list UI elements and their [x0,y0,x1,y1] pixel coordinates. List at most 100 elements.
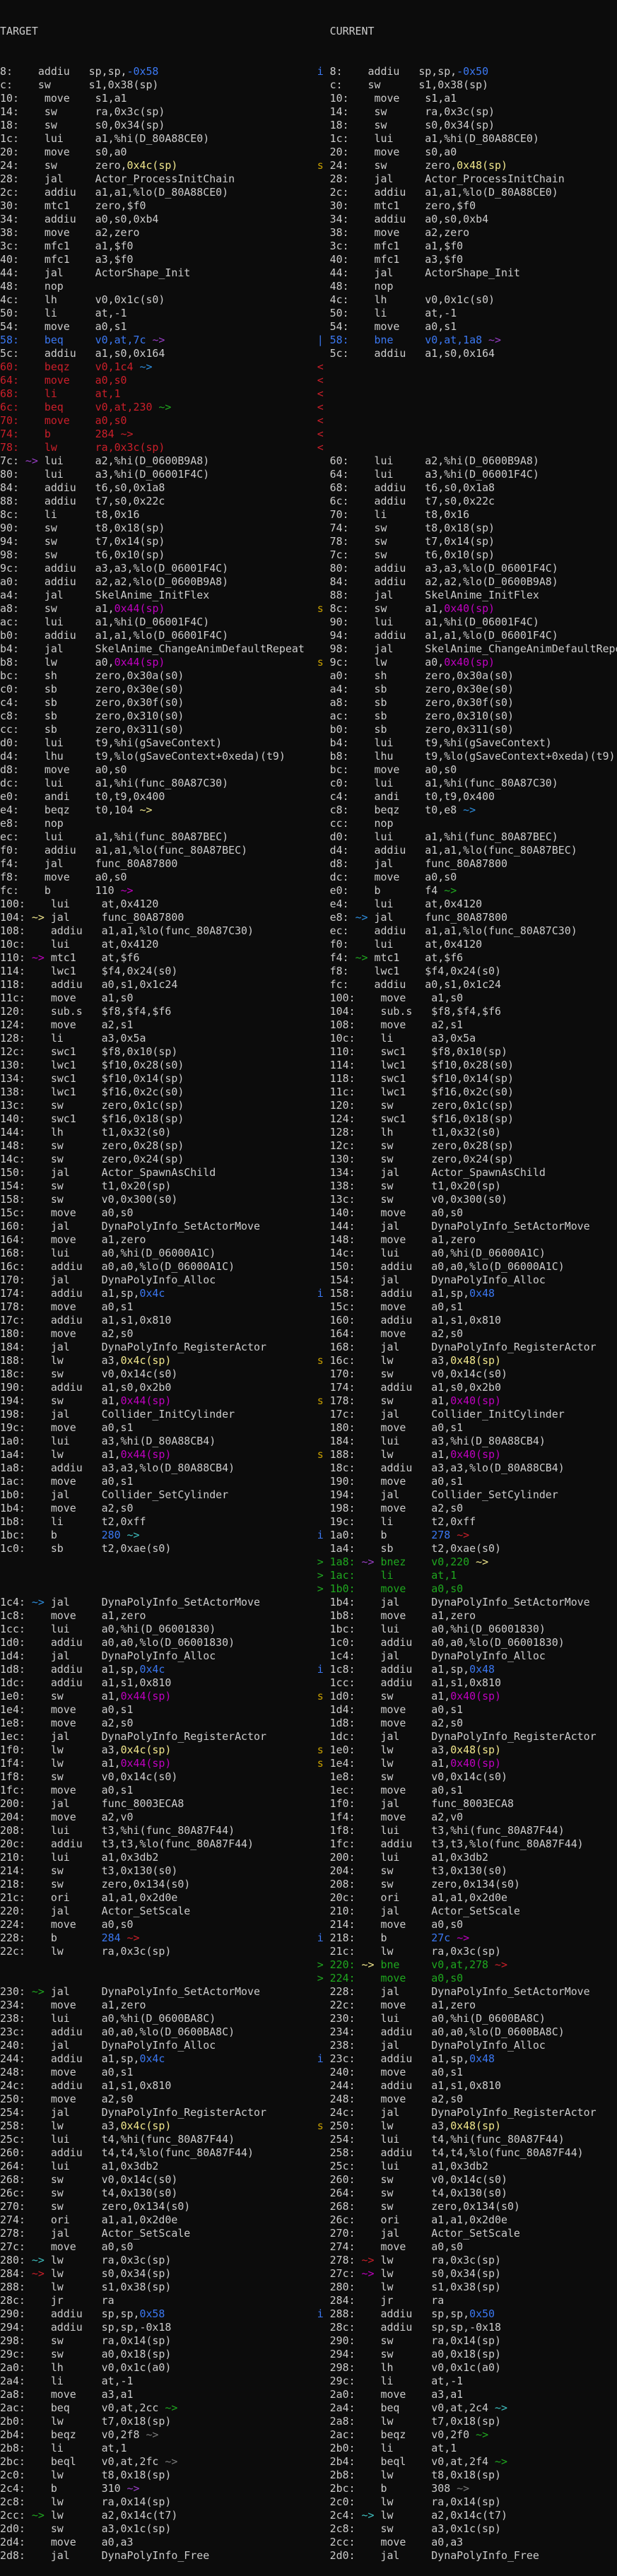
gap [25,172,38,185]
current-line: 200: lui a1,0x3db2 [330,1851,488,1864]
gap [374,2522,380,2535]
address: 18c: [0,1368,25,1380]
gap [362,1972,375,1984]
branch-target-arrow-icon: ~> [31,2254,45,2266]
gap [32,2200,45,2213]
gap [38,629,45,642]
address: 144: [0,1126,25,1139]
address: dc: [0,777,19,789]
diff-row: 1d4: jal DynaPolyInfo_Alloc 1c4: jal Dyn… [0,1649,617,1663]
address: 2b8: [0,2442,25,2454]
mnemonic: lui [44,454,95,467]
diff-row: 270: sw zero,0x134(s0) 268: sw zero,0x13… [0,2200,617,2213]
operands: t7,0x14(sp) [95,535,165,548]
gap [25,92,38,105]
gap [25,1381,32,1394]
target-line: 14c: sw zero,0x24(sp) [0,1153,317,1166]
gap [25,951,32,964]
gap [38,105,45,118]
gap [25,696,38,709]
diff-marker [317,1166,330,1180]
gap [355,2509,362,2522]
target-line: a4: jal SkelAnime_InitFlex [0,589,317,602]
mnemonic: move [380,1327,432,1340]
current-line: 134: jal Actor_SpawnAsChild [330,1166,546,1180]
operands: a1,%hi(D_80A88CE0) [425,132,539,145]
mnemonic: ori [380,1891,432,1904]
target-line: 4c: lh v0,0x1c(s0) [0,293,317,307]
operands: a0,a3 [431,2536,464,2548]
operand-diff: -0x50 [457,65,489,78]
gap [32,2079,45,2092]
address: 88: [0,495,19,507]
gap [45,2428,51,2441]
current-line: 26c: ori a1,a1,0x2d0e [330,2213,507,2227]
gap [25,1421,32,1434]
gap [32,1502,45,1515]
address: d4: [0,750,19,763]
gap [45,1676,51,1689]
diff-marker: > [317,1569,330,1582]
gap [355,1811,362,1823]
diff-marker [317,2375,330,2388]
mnemonic: lui [374,938,425,951]
mnemonic: move [380,1421,432,1434]
target-line: 2d8: jal DynaPolyInfo_Free [0,2549,317,2563]
operands: Actor_ProcessInitChain [425,172,565,185]
mnemonic: sw [44,548,95,561]
gap [32,1905,45,1917]
mnemonic: b [50,1931,102,1944]
address: 15c: [0,1206,25,1219]
branch-target-arrow-icon: ~> [31,2267,45,2280]
operands: a0,a0,%lo(D_0600BA8C) [101,2025,235,2038]
gap [45,992,51,1004]
gap [45,1717,51,1729]
mnemonic: jal [50,1166,102,1179]
gap [349,535,355,548]
operands: a2,v0 [101,1811,134,1823]
gap [25,1596,32,1608]
diff-row: 1f0: lw a3,0x4c(sp) s 1e0: lw a3,0x48(sp) [0,1743,617,1757]
address: e0: [0,790,19,803]
address: 58: [329,334,349,346]
diff-marker [317,347,330,360]
diff-marker-symbol: i [317,65,324,78]
operands: a0,s1 [101,1475,134,1488]
gap [368,548,375,561]
mnemonic: addiu [380,2307,432,2320]
address: 7c: [0,454,19,467]
current-line: 274: move a0,s0 [330,2240,464,2254]
gap [25,924,32,937]
address: 1e8: [329,1770,355,1783]
gap [25,790,38,803]
operands: a0,s1 [95,320,127,333]
gap [349,696,355,709]
mnemonic: addiu [44,629,95,642]
operands: sp,sp, [431,2307,470,2320]
operands: a3,$f0 [425,253,464,266]
operands: at,-1 [425,307,457,319]
operands: a3, [431,2119,451,2132]
operands: s1,0x38(sp) [431,2281,501,2293]
branch-target-arrow-icon: ~> [361,2509,375,2522]
gap [32,2334,45,2347]
address: 234: [329,2025,355,2038]
gap [355,522,368,534]
gap [25,2240,32,2253]
current-line: 80: addiu a3,a3,%lo(D_06001F4C) [330,562,558,575]
gap [368,334,375,346]
current-line: 23c: addiu a1,sp,0x48 [330,2052,495,2066]
diff-marker [317,522,330,535]
operands: zero,0x311(s0) [95,723,184,736]
gap [32,2442,45,2454]
mnemonic: move [50,1999,102,2011]
gap [362,1596,375,1608]
gap [32,1542,45,1555]
gap [362,1649,375,1662]
operands: a0,s0 [95,374,127,387]
gap [45,1220,51,1233]
gap [32,1945,45,1958]
gap [38,320,45,333]
address: 11c: [0,992,25,1004]
gap [25,1247,32,1259]
